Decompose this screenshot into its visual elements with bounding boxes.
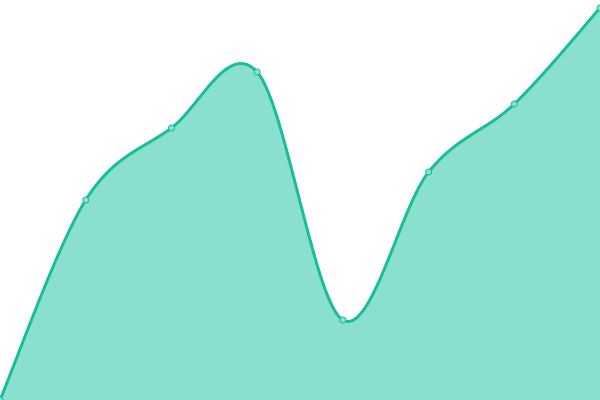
data-point-0 (0, 396, 4, 400)
data-point-5 (425, 168, 433, 176)
data-point-7 (596, 4, 600, 12)
data-point-2 (167, 124, 175, 132)
data-point-3 (253, 68, 261, 76)
data-point-6 (510, 100, 518, 108)
data-point-4 (339, 316, 347, 324)
data-points (0, 4, 600, 400)
data-point-1 (82, 196, 90, 204)
